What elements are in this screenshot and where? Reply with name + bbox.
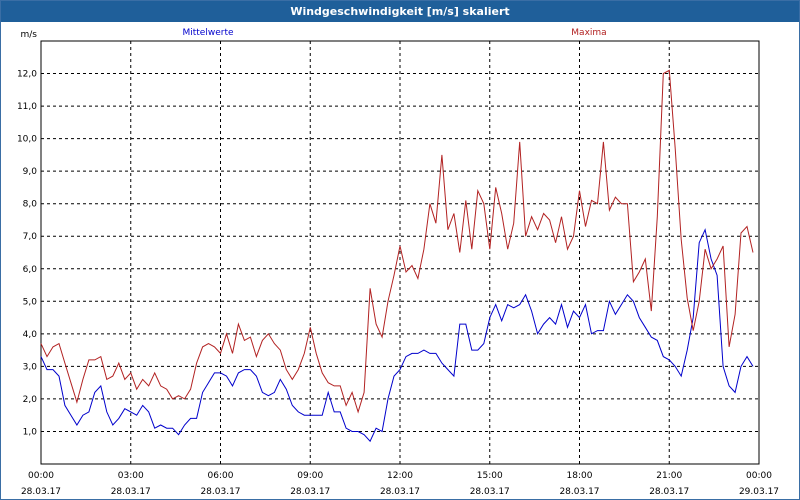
y-tick-label: 12,0 <box>17 70 37 80</box>
x-tick-time: 00:00 <box>746 471 772 481</box>
labels: 1,0 2,0 3,0 4,0 5,0 6,0 7,0 8,0 9,0 10,0 11,0 12,0 0… <box>17 28 779 497</box>
x-tick-time: 00:00 <box>28 471 54 481</box>
x-tick-time: 15:00 <box>477 471 503 481</box>
x-tick-date: 29.03.17 <box>739 487 779 497</box>
x-tick-date: 28.03.17 <box>380 487 420 497</box>
legend-maxima: Maxima <box>571 28 606 38</box>
y-tick-label: 5,0 <box>23 297 38 307</box>
x-tick-date: 28.03.17 <box>559 487 599 497</box>
y-tick-label: 10,0 <box>17 135 37 145</box>
x-tick-time: 12:00 <box>387 471 413 481</box>
series-line-mittelwerte <box>40 228 754 443</box>
legend-mittelwerte: Mittelwerte <box>182 28 233 38</box>
y-tick-label: 8,0 <box>23 200 38 210</box>
y-tick-label: 9,0 <box>23 167 38 177</box>
window-title: Windgeschwindigkeit [m/s] skaliert <box>1 1 799 22</box>
x-tick-time: 21:00 <box>656 471 682 481</box>
x-tick-date: 28.03.17 <box>290 487 330 497</box>
y-tick-label: 3,0 <box>23 362 38 372</box>
x-tick-time: 18:00 <box>567 471 593 481</box>
series-line-maxima <box>40 69 754 414</box>
x-tick-date: 28.03.17 <box>200 487 240 497</box>
x-tick-date: 28.03.17 <box>470 487 510 497</box>
y-tick-label: 2,0 <box>23 395 38 405</box>
x-tick-time: 09:00 <box>297 471 323 481</box>
y-tick-label: 4,0 <box>23 330 38 340</box>
grid <box>41 41 759 464</box>
x-tick-date: 28.03.17 <box>111 487 151 497</box>
x-tick-time: 06:00 <box>208 471 234 481</box>
y-tick-label: 6,0 <box>23 265 38 275</box>
x-tick-date: 28.03.17 <box>649 487 689 497</box>
y-tick-label: 7,0 <box>23 232 38 242</box>
plot-frame <box>40 40 760 465</box>
x-tick-date: 28.03.17 <box>21 487 61 497</box>
y-tick-label: 11,0 <box>17 102 37 112</box>
x-tick-time: 03:00 <box>118 471 144 481</box>
axes <box>40 40 760 465</box>
y-axis-label: m/s <box>21 30 38 40</box>
y-tick-label: 1,0 <box>23 427 38 437</box>
chart-plot: 1,0 2,0 3,0 4,0 5,0 6,0 7,0 8,0 9,0 10,0 11,0 12,0 0… <box>17 28 779 497</box>
series-group <box>40 69 754 443</box>
